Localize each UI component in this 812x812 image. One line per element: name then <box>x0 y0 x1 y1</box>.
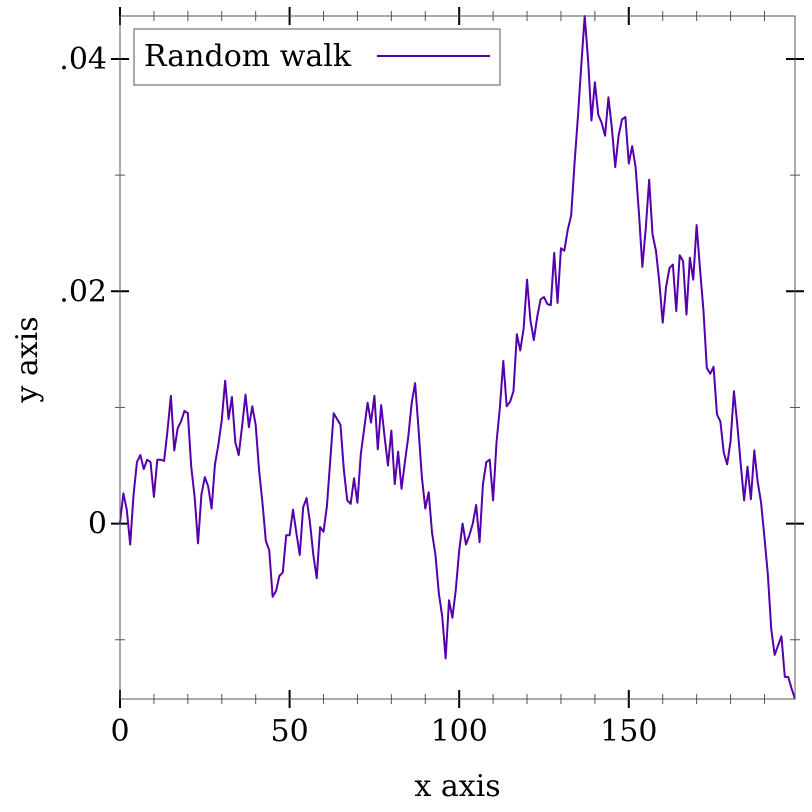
axes: 0 50 100 150 0 .02 .04 <box>59 7 804 749</box>
y-tick-label: 0 <box>88 507 107 542</box>
y-tick-label: .04 <box>59 42 107 77</box>
legend: Random walk <box>133 28 501 86</box>
x-tick-label: 100 <box>431 714 488 749</box>
x-tick-label: 150 <box>600 714 657 749</box>
x-axis-title: x axis <box>414 769 500 804</box>
series-line-random-walk <box>119 15 796 700</box>
series-layer <box>119 15 796 700</box>
y-tick-label: .02 <box>59 274 107 309</box>
legend-label: Random walk <box>144 39 352 74</box>
plot-frame <box>119 15 796 700</box>
x-tick-label: 0 <box>110 714 129 749</box>
y-axis-title: y axis <box>10 316 45 403</box>
x-tick-label: 50 <box>271 714 309 749</box>
